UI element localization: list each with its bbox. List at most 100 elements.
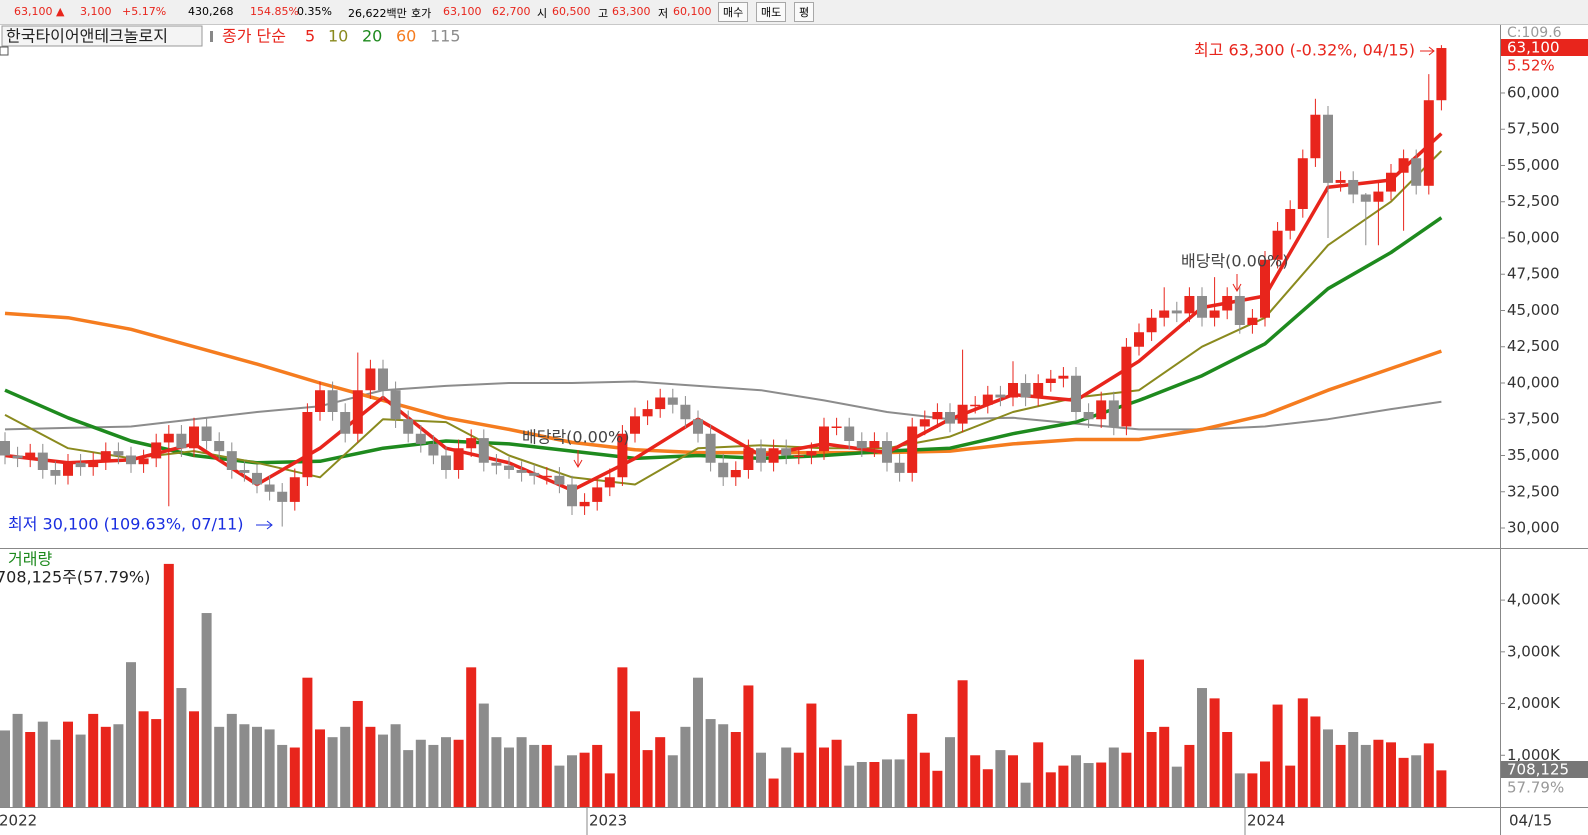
- chart: 한국타이어앤테크놀로지 종가 단순 5 10 20 60 115 30,000 32,500…: [0, 25, 1588, 835]
- candle-body: [932, 411, 943, 420]
- legend-entry: 5: [305, 27, 315, 46]
- candle-body: [743, 448, 754, 471]
- candle-body: [1234, 295, 1245, 325]
- y-tick-label: 50,000: [1507, 228, 1560, 246]
- volume-bar: [1423, 743, 1434, 807]
- volume-bar: [1008, 755, 1018, 807]
- dividend-label: 배당락(0.00%): [522, 428, 629, 447]
- candle-body: [453, 448, 464, 471]
- x-tick-label: 04/15: [1509, 812, 1552, 830]
- candle-body: [680, 404, 691, 420]
- candle-body: [25, 452, 36, 459]
- candle-body: [201, 426, 212, 441]
- candle-body: [75, 462, 86, 468]
- dividend-label: 배당락(0.00%): [1181, 252, 1288, 271]
- candle-body: [315, 390, 325, 412]
- candle-body: [504, 465, 514, 471]
- volume-bar: [554, 765, 565, 807]
- volume-bar: [1159, 726, 1170, 807]
- candle-body: [1348, 179, 1359, 195]
- candle-body: [907, 426, 918, 473]
- y-tick-label: 42,500: [1507, 337, 1560, 355]
- candle-body: [1033, 382, 1044, 398]
- volume-bar: [1360, 744, 1371, 807]
- y-tick-label: 37,500: [1507, 410, 1560, 428]
- candle-body: [1272, 230, 1283, 260]
- ma-label: 종가 단순: [222, 27, 286, 46]
- volume-bar: [415, 739, 426, 807]
- avg-button[interactable]: 평: [794, 2, 815, 22]
- volume-bar: [378, 734, 388, 807]
- candle-body: [667, 397, 678, 405]
- candle-body: [1020, 382, 1031, 398]
- volume-bar: [453, 739, 464, 807]
- volume-bar: [1386, 742, 1396, 807]
- last-volume: 708,125: [1507, 761, 1569, 779]
- candle-body: [0, 440, 10, 456]
- y-tick-label: 40,000: [1507, 373, 1560, 391]
- stock-name[interactable]: 한국타이어앤테크놀로지: [6, 27, 168, 46]
- buy-button[interactable]: 매수: [718, 2, 749, 22]
- high-arrow: [1420, 46, 1435, 56]
- volume-bar: [793, 752, 804, 807]
- volume-bar: [1272, 704, 1283, 807]
- candle-body: [541, 475, 552, 478]
- volume-bar: [1134, 659, 1144, 807]
- amount: 26,622백만: [348, 7, 407, 20]
- volume-bar: [882, 759, 892, 807]
- volume-bar: [844, 765, 855, 807]
- candle-body: [970, 404, 981, 407]
- volume-bar: [315, 729, 325, 807]
- volume-bar: [1247, 773, 1258, 807]
- candle-body: [1159, 310, 1170, 318]
- candle-body: [491, 462, 502, 466]
- candle-body: [1297, 158, 1308, 209]
- candle-body: [1184, 295, 1195, 314]
- volume-bar: [1285, 765, 1296, 807]
- candle-body: [1423, 100, 1434, 186]
- volume-bar: [176, 688, 187, 807]
- volume-bar: [743, 685, 754, 807]
- chart-bg: [0, 25, 1588, 835]
- candle-body: [1222, 295, 1233, 311]
- last-volume-rate: 57.79%: [1507, 779, 1564, 797]
- volume-bar: [100, 726, 111, 807]
- x-tick-label: 2023: [589, 812, 627, 830]
- candle-body: [264, 484, 275, 492]
- sell-button[interactable]: 매도: [756, 2, 787, 22]
- candle-body: [1209, 310, 1220, 318]
- candle-body: [982, 394, 993, 405]
- volume-bar: [226, 713, 237, 807]
- low-annotation: 최저 30,100 (109.63%, 07/11): [8, 515, 244, 534]
- low: 60,100: [673, 5, 712, 18]
- candle-body: [604, 477, 615, 488]
- y-tick-label: 52,500: [1507, 192, 1560, 210]
- candle-body: [340, 411, 351, 434]
- legend-box[interactable]: [1, 25, 203, 47]
- candle-body: [1045, 378, 1056, 383]
- candle-body: [226, 451, 237, 471]
- ma-line: [4, 380, 1442, 431]
- volume-bar: [693, 677, 703, 807]
- volume-bar: [1222, 732, 1233, 807]
- candle-body: [831, 426, 842, 428]
- volume-bar: [1335, 744, 1346, 807]
- volume-bar: [1058, 765, 1069, 807]
- candle-body: [365, 368, 376, 391]
- volume-bar: [957, 680, 968, 807]
- volume-bar: [856, 762, 867, 807]
- candle-body: [302, 411, 313, 478]
- candle-body: [163, 433, 174, 443]
- candle-body: [151, 442, 162, 459]
- volume-bar: [617, 667, 628, 807]
- volume-bar: [151, 719, 162, 807]
- bid: 62,700: [492, 5, 531, 18]
- volume-bar: [390, 724, 401, 807]
- candle-body: [189, 426, 199, 449]
- volume-bar: [302, 677, 313, 807]
- candle-body: [995, 394, 1006, 398]
- candle-body: [1008, 382, 1018, 398]
- volume-bar: [466, 667, 477, 807]
- open-label: 시: [537, 7, 548, 20]
